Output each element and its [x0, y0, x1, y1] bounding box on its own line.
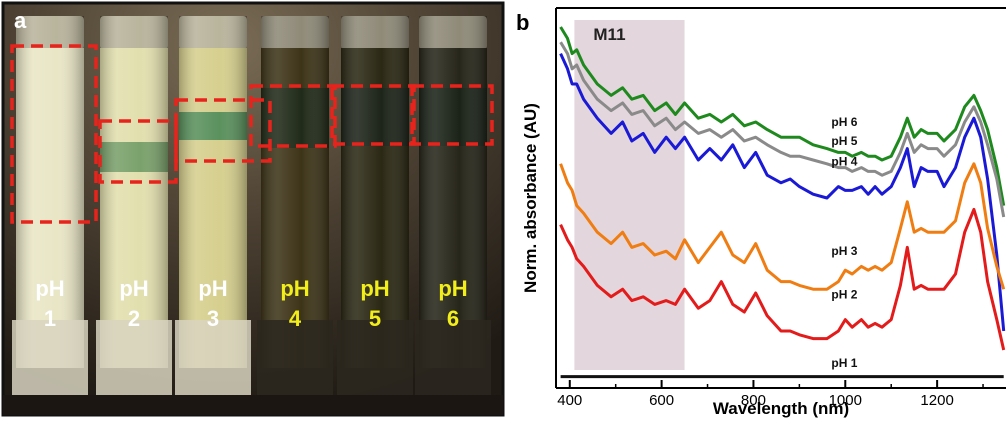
- dashed-box-6: [410, 84, 494, 146]
- rack-strip: [3, 395, 503, 415]
- curve-label: pH 5: [831, 134, 857, 148]
- series-line-ph-3: [559, 162, 1006, 291]
- m11-shaded-region: [574, 20, 685, 370]
- tube-shading: [419, 16, 487, 368]
- curve-label: pH 3: [831, 244, 857, 258]
- highlight-boxes: [10, 44, 494, 224]
- dashed-box-5: [330, 84, 416, 146]
- tube-shading: [179, 16, 247, 368]
- y-axis-label: Norm. absorbance (AU): [521, 103, 540, 293]
- series-line-ph-6: [559, 26, 1006, 206]
- tube-label-number: 6: [447, 306, 459, 331]
- tube-5: [337, 16, 413, 410]
- tube-shading: [16, 16, 84, 368]
- tube-2: [96, 16, 172, 410]
- tube-photo: pH 1 pH 2 pH 3 pH 4 pH 5 pH 6 a: [1, 1, 505, 417]
- tube-label-ph: pH: [119, 276, 148, 301]
- panel-a-photo: pH 1 pH 2 pH 3 pH 4 pH 5 pH 6 a: [0, 0, 506, 418]
- dashed-box-3: [174, 98, 272, 163]
- axes: 400 600 800 1000 1200: [555, 7, 1006, 409]
- series-line-ph-5: [559, 41, 1006, 218]
- curve-label: pH 6: [831, 115, 857, 129]
- absorbance-chart: b M11 pH 6 pH 5 pH 4 pH 3 pH 2 pH 1 400 600 800…: [516, 7, 1006, 418]
- tube-label-number: 2: [128, 306, 140, 331]
- tube-label-ph: pH: [35, 276, 64, 301]
- x-axis-label: Wavelength (nm): [713, 399, 849, 418]
- x-tick-label: 600: [649, 392, 674, 409]
- series-lines: [559, 26, 1006, 379]
- series-line-ph-4: [559, 52, 1006, 332]
- tubes: [3, 16, 503, 415]
- tube-label-number: 5: [369, 306, 381, 331]
- tube-shading: [261, 16, 329, 368]
- curve-labels: pH 6 pH 5 pH 4 pH 3 pH 2 pH 1: [831, 115, 857, 370]
- tube-label-number: 3: [207, 306, 219, 331]
- tube-label-number: 1: [44, 306, 56, 331]
- tube-shading: [341, 16, 409, 368]
- dashed-box-4: [249, 84, 337, 148]
- tube-4: [257, 16, 333, 410]
- tube-6: [415, 16, 491, 410]
- tube-label-ph: pH: [438, 276, 467, 301]
- x-tick-label: 400: [557, 392, 582, 409]
- tube-label-number: 4: [289, 306, 302, 331]
- curve-label: pH 4: [831, 155, 857, 169]
- m11-label: M11: [593, 25, 625, 44]
- x-tick-label: 1200: [920, 392, 953, 409]
- panel-b-chart: b M11 pH 6 pH 5 pH 4 pH 3 pH 2 pH 1 400 600 800…: [506, 0, 1006, 418]
- tube-3: [175, 16, 251, 410]
- tube-1: [12, 16, 88, 410]
- curve-label: pH 2: [831, 288, 857, 302]
- panel-label-a: a: [14, 8, 27, 33]
- tube-shading: [100, 16, 168, 368]
- x-tick-label: 800: [741, 392, 766, 409]
- panel-label-b: b: [516, 10, 529, 35]
- curve-label: pH 1: [831, 356, 857, 370]
- tube-label-ph: pH: [198, 276, 227, 301]
- tube-label-ph: pH: [360, 276, 389, 301]
- tube-labels: pH 1 pH 2 pH 3 pH 4 pH 5 pH 6: [35, 276, 467, 331]
- dashed-box-1: [10, 44, 98, 224]
- series-line-ph-2: [559, 207, 1006, 351]
- x-tick-label: 1000: [829, 392, 862, 409]
- tube-label-ph: pH: [280, 276, 309, 301]
